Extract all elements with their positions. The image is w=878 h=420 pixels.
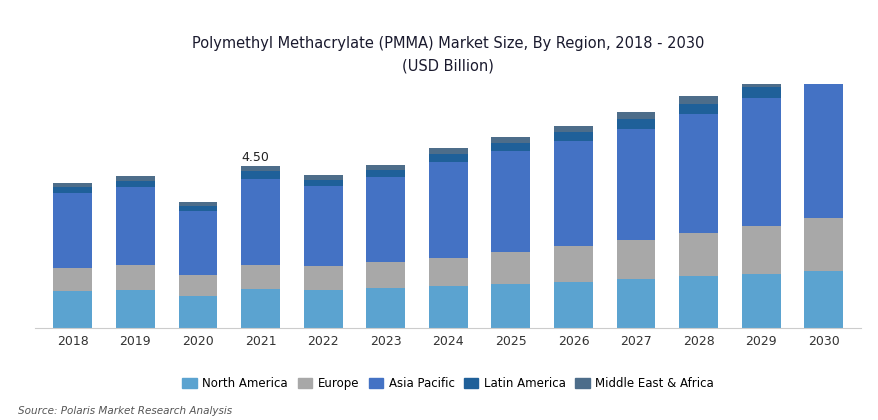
- Bar: [366, 288, 405, 328]
- Bar: [116, 265, 155, 290]
- Bar: [178, 211, 217, 275]
- Legend: North America, Europe, Asia Pacific, Latin America, Middle East & Africa: North America, Europe, Asia Pacific, Lat…: [177, 373, 718, 395]
- Bar: [428, 162, 467, 258]
- Bar: [491, 284, 529, 328]
- Bar: [616, 119, 655, 129]
- Bar: [366, 177, 405, 262]
- Bar: [741, 274, 780, 328]
- Bar: [741, 78, 780, 87]
- Bar: [178, 275, 217, 296]
- Bar: [241, 171, 279, 178]
- Bar: [304, 186, 342, 265]
- Bar: [304, 265, 342, 290]
- Bar: [741, 98, 780, 226]
- Bar: [553, 126, 593, 132]
- Bar: [803, 60, 842, 69]
- Bar: [54, 183, 92, 187]
- Bar: [428, 154, 467, 162]
- Bar: [679, 96, 717, 104]
- Bar: [803, 271, 842, 328]
- Bar: [116, 176, 155, 181]
- Bar: [241, 265, 279, 289]
- Bar: [54, 268, 92, 291]
- Bar: [741, 226, 780, 274]
- Bar: [616, 129, 655, 240]
- Bar: [366, 262, 405, 288]
- Bar: [366, 170, 405, 177]
- Bar: [304, 175, 342, 180]
- Bar: [241, 178, 279, 265]
- Bar: [679, 115, 717, 233]
- Bar: [616, 112, 655, 119]
- Bar: [679, 276, 717, 328]
- Title: Polymethyl Methacrylate (PMMA) Market Size, By Region, 2018 - 2030
(USD Billion): Polymethyl Methacrylate (PMMA) Market Si…: [192, 36, 703, 73]
- Bar: [428, 148, 467, 154]
- Bar: [491, 151, 529, 252]
- Bar: [366, 165, 405, 170]
- Bar: [553, 132, 593, 141]
- Bar: [116, 181, 155, 187]
- Bar: [54, 192, 92, 268]
- Bar: [679, 233, 717, 276]
- Bar: [491, 136, 529, 143]
- Bar: [679, 104, 717, 114]
- Bar: [241, 166, 279, 171]
- Bar: [741, 87, 780, 98]
- Bar: [491, 252, 529, 284]
- Bar: [178, 296, 217, 328]
- Bar: [616, 240, 655, 279]
- Bar: [803, 218, 842, 271]
- Bar: [553, 246, 593, 282]
- Bar: [616, 279, 655, 328]
- Bar: [803, 82, 842, 218]
- Bar: [54, 187, 92, 192]
- Bar: [428, 258, 467, 286]
- Bar: [304, 180, 342, 186]
- Bar: [178, 206, 217, 211]
- Bar: [178, 202, 217, 206]
- Bar: [491, 143, 529, 151]
- Bar: [553, 141, 593, 246]
- Bar: [304, 290, 342, 328]
- Bar: [803, 69, 842, 82]
- Text: Source: Polaris Market Research Analysis: Source: Polaris Market Research Analysis: [18, 406, 232, 416]
- Bar: [116, 187, 155, 265]
- Bar: [116, 290, 155, 328]
- Bar: [54, 291, 92, 328]
- Bar: [241, 289, 279, 328]
- Bar: [553, 282, 593, 328]
- Text: 4.50: 4.50: [241, 151, 270, 164]
- Bar: [428, 286, 467, 328]
